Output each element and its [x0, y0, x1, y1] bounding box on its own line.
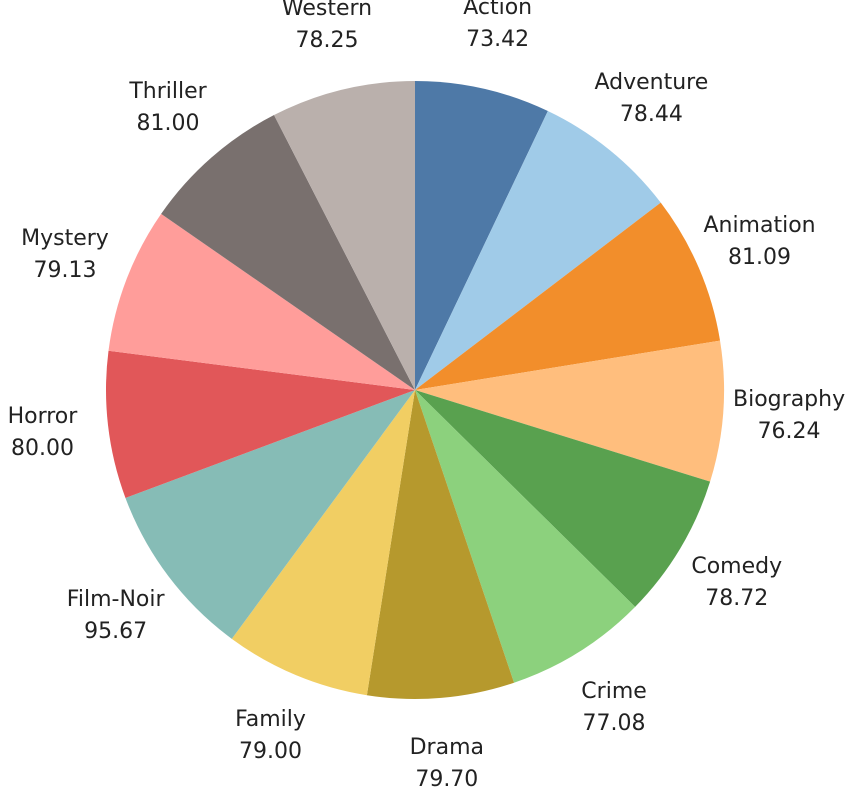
pie-slice-film-noir — [125, 390, 415, 639]
pie-slice-biography — [415, 340, 725, 482]
pie-slice-animation — [415, 202, 721, 390]
pie-slice-crime — [415, 390, 636, 683]
pie-slice-adventure — [415, 111, 661, 391]
pie-slice-mystery — [108, 213, 416, 390]
pie-slice-horror — [106, 350, 415, 498]
pie-slice-action — [415, 81, 548, 390]
pie-slices — [106, 81, 725, 700]
pie-slice-drama — [366, 390, 515, 700]
pie-slice-comedy — [415, 390, 711, 607]
pie-slice-western — [274, 81, 415, 390]
pie-slice-family — [231, 390, 415, 696]
pie-slice-thriller — [161, 115, 415, 390]
